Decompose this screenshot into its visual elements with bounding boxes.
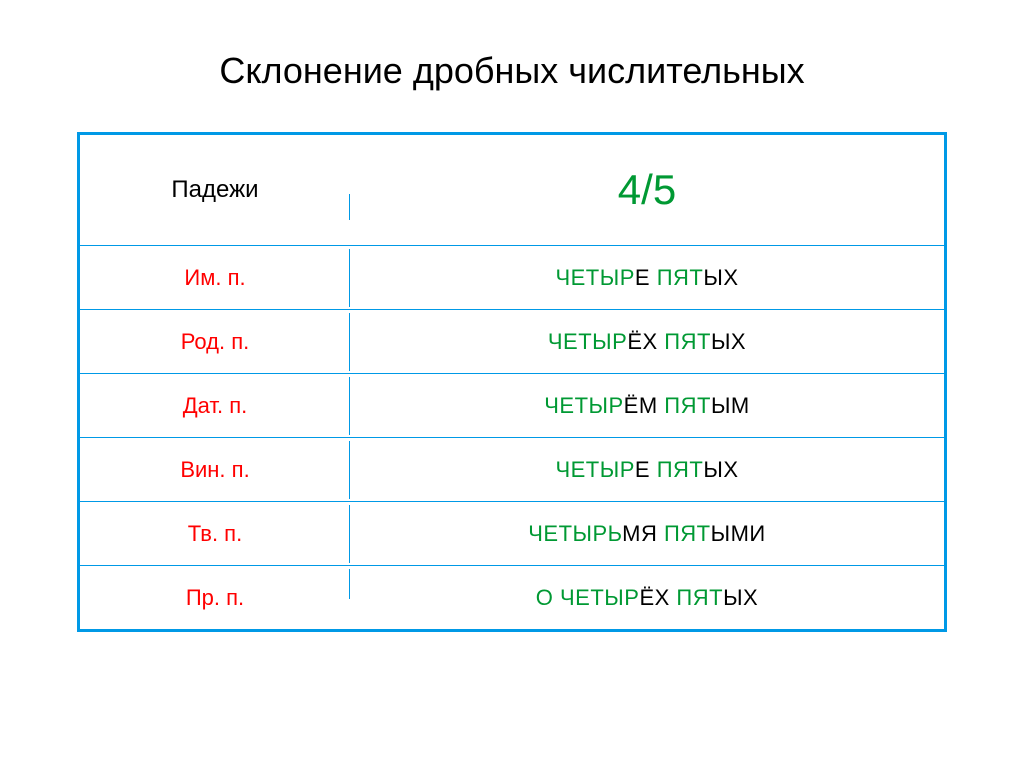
case-cell: Тв. п. bbox=[80, 521, 350, 547]
value-cell: ЧЕТЫРЕ ПЯТЫХ bbox=[350, 457, 944, 483]
column-divider bbox=[349, 249, 350, 307]
column-divider bbox=[349, 377, 350, 435]
value-cell: ЧЕТЫРЕ ПЯТЫХ bbox=[350, 265, 944, 291]
table-row: Им. п. ЧЕТЫРЕ ПЯТЫХ bbox=[80, 245, 944, 309]
case-label: Тв. п. bbox=[188, 521, 242, 546]
declension-value: ЧЕТЫРЕ ПЯТЫХ bbox=[555, 457, 738, 482]
case-cell: Пр. п. bbox=[80, 585, 350, 611]
value-cell: ЧЕТЫРЬМЯ ПЯТЫМИ bbox=[350, 521, 944, 547]
declension-value: ЧЕТЫРЕ ПЯТЫХ bbox=[555, 265, 738, 290]
value-cell: О ЧЕТЫРЁХ ПЯТЫХ bbox=[350, 585, 944, 611]
case-cell: Род. п. bbox=[80, 329, 350, 355]
table-row: Дат. п. ЧЕТЫРЁМ ПЯТЫМ bbox=[80, 373, 944, 437]
header-cases-label: Падежи bbox=[171, 176, 258, 203]
case-cell: Им. п. bbox=[80, 265, 350, 291]
value-cell: ЧЕТЫРЁМ ПЯТЫМ bbox=[350, 393, 944, 419]
header-fraction-cell: 4/5 bbox=[350, 166, 944, 214]
declension-table: Падежи 4/5 Им. п. ЧЕТЫРЕ ПЯТЫХ Род. п. Ч… bbox=[77, 132, 947, 632]
value-cell: ЧЕТЫРЁХ ПЯТЫХ bbox=[350, 329, 944, 355]
table-header-row: Падежи 4/5 bbox=[80, 135, 944, 245]
declension-value: ЧЕТЫРЬМЯ ПЯТЫМИ bbox=[528, 521, 766, 546]
case-label: Род. п. bbox=[181, 329, 250, 354]
page-title: Склонение дробных числительных bbox=[219, 50, 804, 92]
declension-value: ЧЕТЫРЁМ ПЯТЫМ bbox=[544, 393, 750, 418]
column-divider bbox=[349, 313, 350, 371]
table-row: Тв. п. ЧЕТЫРЬМЯ ПЯТЫМИ bbox=[80, 501, 944, 565]
table-row: Пр. п. О ЧЕТЫРЁХ ПЯТЫХ bbox=[80, 565, 944, 629]
table-row: Вин. п. ЧЕТЫРЕ ПЯТЫХ bbox=[80, 437, 944, 501]
header-fraction-label: 4/5 bbox=[618, 166, 676, 213]
case-label: Вин. п. bbox=[180, 457, 249, 482]
column-divider bbox=[349, 194, 350, 220]
header-cases-cell: Падежи bbox=[80, 176, 350, 204]
case-cell: Дат. п. bbox=[80, 393, 350, 419]
case-label: Дат. п. bbox=[183, 393, 248, 418]
case-cell: Вин. п. bbox=[80, 457, 350, 483]
column-divider bbox=[349, 569, 350, 599]
case-label: Пр. п. bbox=[186, 585, 244, 610]
table-row: Род. п. ЧЕТЫРЁХ ПЯТЫХ bbox=[80, 309, 944, 373]
declension-value: ЧЕТЫРЁХ ПЯТЫХ bbox=[548, 329, 746, 354]
declension-value: О ЧЕТЫРЁХ ПЯТЫХ bbox=[536, 585, 758, 610]
case-label: Им. п. bbox=[184, 265, 245, 290]
column-divider bbox=[349, 505, 350, 563]
column-divider bbox=[349, 441, 350, 499]
